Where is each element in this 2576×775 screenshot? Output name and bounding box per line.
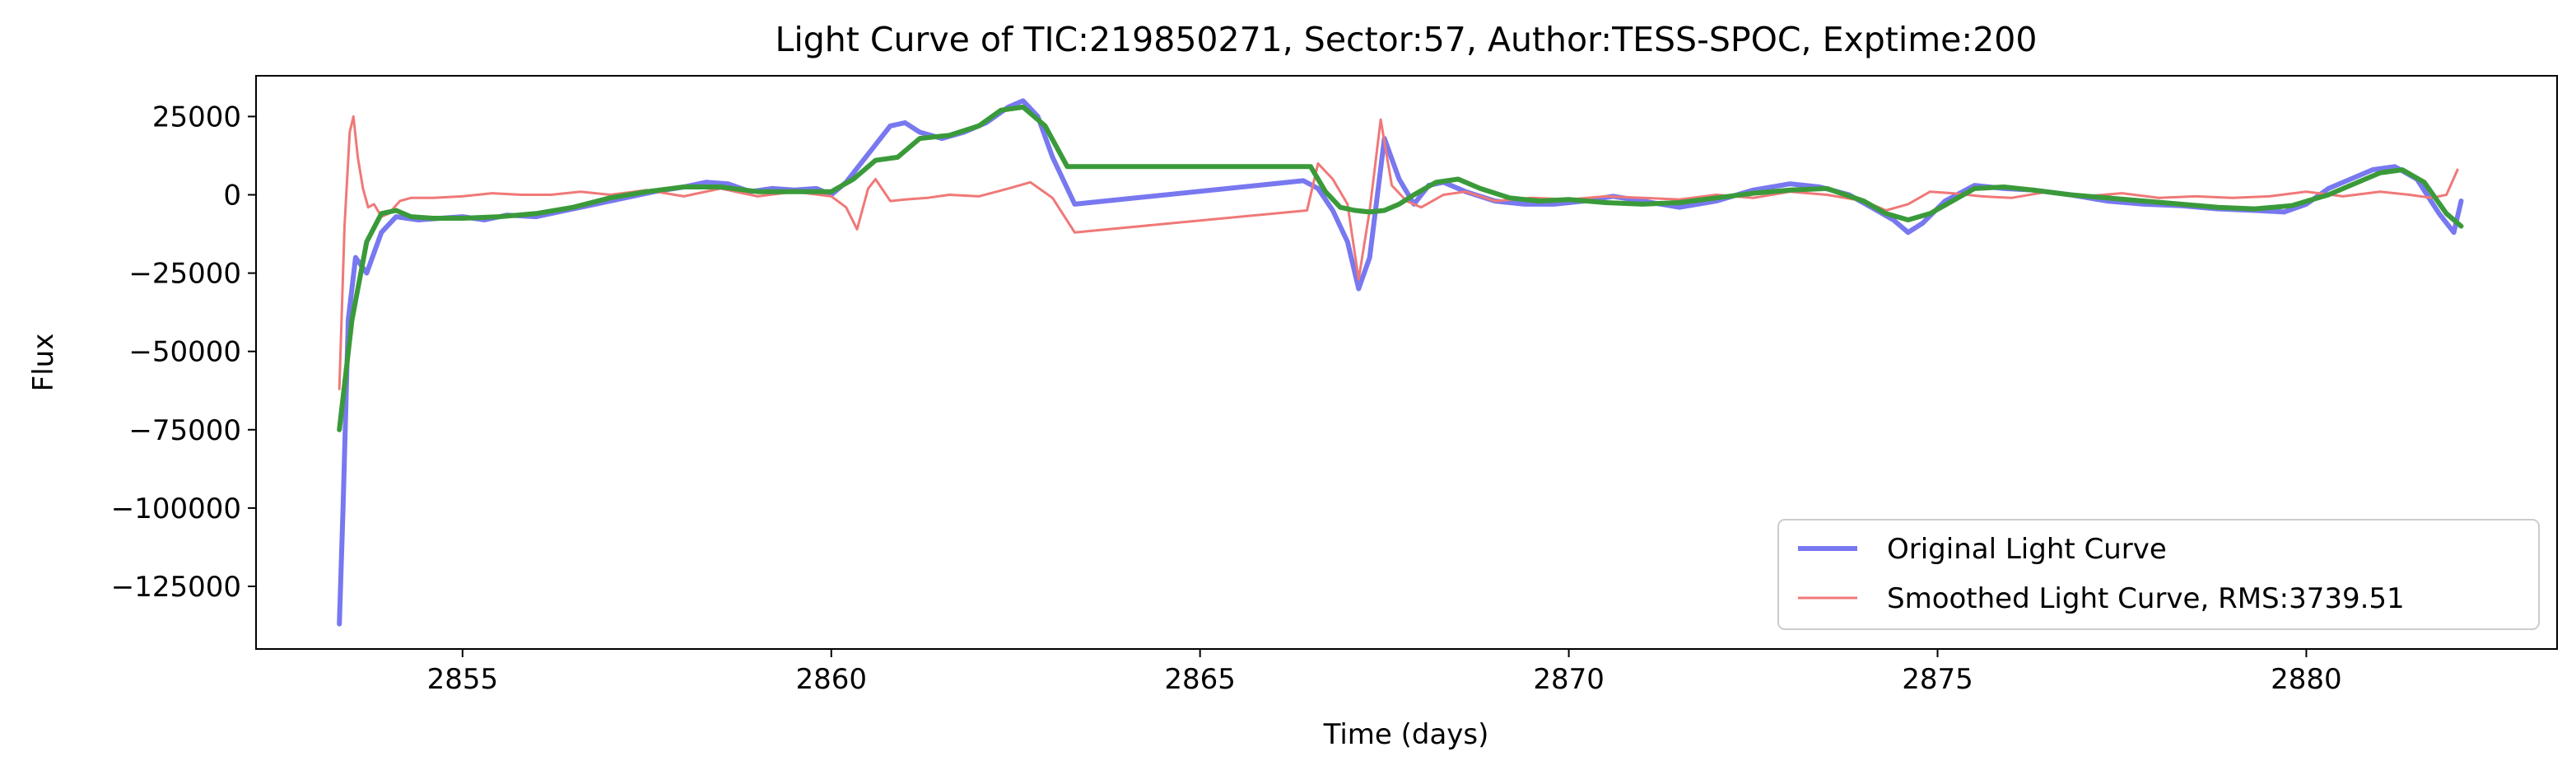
x-tick-label: 2855 — [427, 663, 499, 696]
y-tick-label: −75000 — [128, 414, 241, 447]
plot-frame — [255, 75, 2558, 650]
x-tick-label: 2875 — [1902, 663, 1973, 696]
plot-lines — [337, 98, 2464, 627]
legend-label-original: Original Light Curve — [1887, 533, 2167, 566]
y-tick-label: 25000 — [152, 100, 241, 133]
x-tick-label: 2880 — [2271, 663, 2342, 696]
x-tick-label: 2865 — [1164, 663, 1236, 696]
x-axis-label: Time (days) — [1323, 718, 1489, 751]
y-tick-label: −25000 — [128, 258, 241, 291]
y-tick-label: −100000 — [111, 493, 241, 525]
x-axis: 2855 2860 2865 2870 2875 2880 — [427, 649, 2342, 696]
y-tick-label: −125000 — [111, 571, 241, 604]
y-axis-label: Flux — [27, 334, 60, 392]
y-tick-label: −50000 — [128, 336, 241, 369]
smoothed-light-curve-line — [338, 114, 2459, 390]
legend: Original Light Curve Smoothed Light Curv… — [1777, 519, 2540, 630]
legend-label-smoothed: Smoothed Light Curve, RMS:3739.51 — [1887, 582, 2405, 615]
chart-title: Light Curve of TIC:219850271, Sector:57,… — [776, 20, 2038, 59]
y-tick-label: 0 — [223, 180, 241, 212]
legend-box — [1777, 519, 2540, 630]
trend-line — [337, 105, 2464, 432]
x-tick-label: 2870 — [1533, 663, 1605, 696]
y-axis: 25000 0 −25000 −50000 −75000 −100000 −125000 — [111, 100, 256, 604]
x-tick-label: 2860 — [795, 663, 867, 696]
